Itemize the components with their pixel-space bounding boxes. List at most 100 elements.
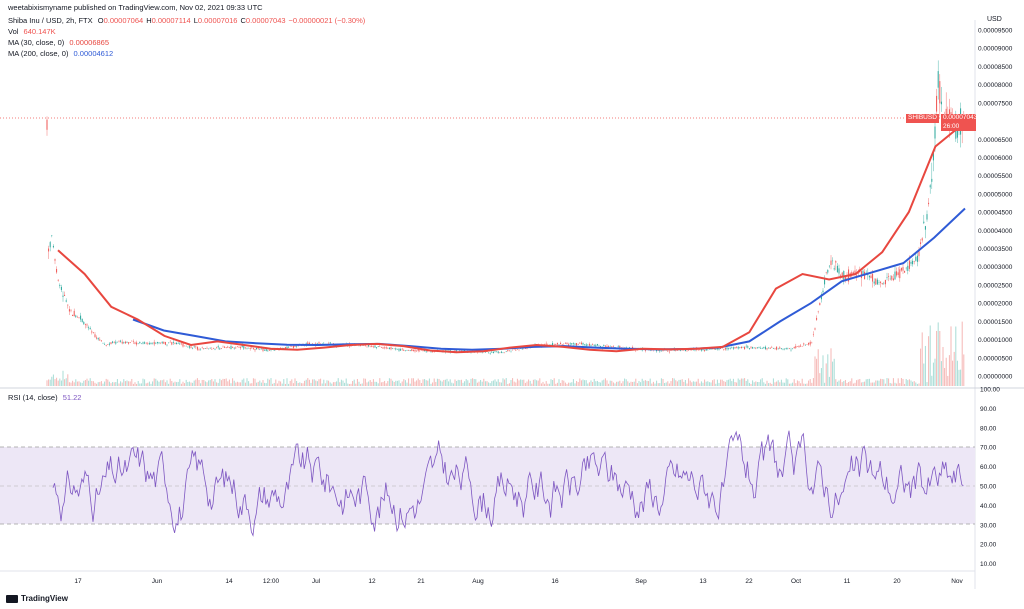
volume-bar bbox=[387, 381, 389, 386]
volume-bar bbox=[59, 378, 61, 386]
candle-body bbox=[918, 250, 920, 257]
volume-bar bbox=[139, 383, 141, 386]
legend-ma30-row[interactable]: MA (30, close, 0) 0.00006865 bbox=[8, 37, 365, 48]
candle-body bbox=[502, 352, 504, 353]
candle-body bbox=[57, 279, 59, 281]
candle-body bbox=[504, 352, 506, 354]
volume-bar bbox=[148, 381, 150, 386]
volume-bar bbox=[587, 383, 589, 386]
volume-bar bbox=[732, 378, 734, 386]
volume-bar bbox=[163, 379, 165, 386]
volume-bar bbox=[475, 379, 477, 386]
candle-body bbox=[360, 345, 362, 346]
candle-body bbox=[524, 348, 526, 349]
candle-body bbox=[921, 238, 923, 241]
volume-bar bbox=[771, 383, 773, 386]
volume-bar bbox=[324, 383, 326, 386]
candle-body bbox=[488, 352, 490, 354]
candle-body bbox=[192, 348, 194, 349]
volume-bar bbox=[318, 379, 320, 386]
volume-bar bbox=[441, 381, 443, 386]
candle-body bbox=[188, 346, 190, 348]
volume-bar bbox=[505, 378, 507, 386]
volume-bar bbox=[648, 381, 650, 386]
volume-bar bbox=[955, 326, 957, 386]
candle-body bbox=[662, 350, 664, 352]
volume-bar bbox=[84, 380, 86, 386]
main-legend[interactable]: Shiba Inu / USD, 2h, FTX O0.00007064 H0.0… bbox=[8, 15, 365, 59]
volume-bar bbox=[619, 380, 621, 386]
volume-bar bbox=[192, 382, 194, 386]
volume-bar bbox=[99, 381, 101, 386]
candle-body bbox=[891, 275, 893, 280]
candle-body bbox=[923, 221, 925, 224]
volume-bar bbox=[379, 378, 381, 386]
ma200-line bbox=[132, 207, 966, 351]
volume-bar bbox=[430, 383, 432, 386]
candle-body bbox=[65, 300, 67, 302]
volume-bar bbox=[520, 379, 522, 386]
candle-body bbox=[145, 342, 147, 344]
volume-bar bbox=[756, 382, 758, 386]
volume-bar bbox=[203, 379, 205, 386]
price-axis[interactable]: 0.00009500 0.00009000 0.00008500 0.00008000… bbox=[978, 28, 1013, 381]
candle-body bbox=[833, 268, 835, 270]
volume-bar bbox=[468, 382, 470, 386]
candle-body bbox=[121, 341, 123, 344]
price-tick-label: 0.00003500 bbox=[978, 246, 1013, 253]
volume-bar bbox=[462, 382, 464, 386]
candle-body bbox=[268, 350, 270, 351]
candle-body bbox=[401, 348, 403, 350]
volume-bar bbox=[401, 381, 403, 386]
volume-bar bbox=[129, 381, 131, 386]
volume-bar bbox=[425, 380, 427, 386]
volume-bar bbox=[364, 378, 366, 386]
candle-body bbox=[292, 345, 294, 348]
candle-body bbox=[208, 348, 210, 350]
volume-bar bbox=[667, 381, 669, 386]
ohlc-item: −0.00000021 (−0.30%) bbox=[289, 16, 366, 25]
candle-body bbox=[409, 350, 411, 352]
volume-bar bbox=[620, 383, 622, 386]
volume-bar bbox=[723, 381, 725, 386]
volume-bar bbox=[958, 369, 960, 386]
rsi-axis[interactable]: 100.00 90.00 80.00 70.00 60.00 50.00 40.00 30.0… bbox=[980, 387, 1000, 569]
candle-body bbox=[385, 347, 387, 349]
candle-body bbox=[75, 315, 77, 318]
volume-bar bbox=[486, 381, 488, 386]
volume-bar bbox=[776, 381, 778, 386]
candle-body bbox=[92, 332, 94, 333]
volume-bar bbox=[851, 378, 853, 386]
candle-body bbox=[832, 260, 834, 262]
candle-body bbox=[420, 350, 422, 351]
volume-bar bbox=[438, 378, 440, 386]
volume-bar bbox=[320, 378, 322, 386]
volume-bar bbox=[145, 383, 147, 386]
legend-ma200-row[interactable]: MA (200, close, 0) 0.00004612 bbox=[8, 48, 365, 59]
volume-bar bbox=[891, 383, 893, 386]
legend-volume-row[interactable]: Vol 640.147K bbox=[8, 26, 365, 37]
candle-body bbox=[878, 282, 880, 283]
time-axis[interactable]: 17 Jun 14 12:00 Jul 12 21 Aug 16 Sep 13 22 Oct 11 20 No… bbox=[74, 578, 963, 585]
candle-body bbox=[108, 343, 110, 345]
candle-body bbox=[110, 342, 112, 344]
symbol-title[interactable]: Shiba Inu / USD, 2h, FTX bbox=[8, 16, 93, 25]
candle-body bbox=[376, 347, 378, 349]
volume-bar bbox=[617, 381, 619, 386]
candle-body bbox=[744, 346, 746, 350]
volume-bar bbox=[763, 382, 765, 386]
volume-bar bbox=[899, 383, 901, 386]
rsi-legend[interactable]: RSI (14, close) 51.22 bbox=[8, 393, 81, 402]
volume-bar bbox=[552, 380, 554, 386]
candle-body bbox=[747, 346, 749, 348]
volume-bar bbox=[232, 378, 234, 386]
volume-bar bbox=[328, 380, 330, 386]
volume-bar bbox=[360, 383, 362, 386]
volume-bar bbox=[110, 383, 112, 386]
candle-body bbox=[73, 310, 75, 317]
candle-body bbox=[619, 345, 621, 350]
tradingview-logo[interactable]: TradingView bbox=[6, 594, 68, 603]
time-tick-label: 11 bbox=[844, 578, 851, 585]
ohlc-key: H bbox=[146, 16, 152, 25]
